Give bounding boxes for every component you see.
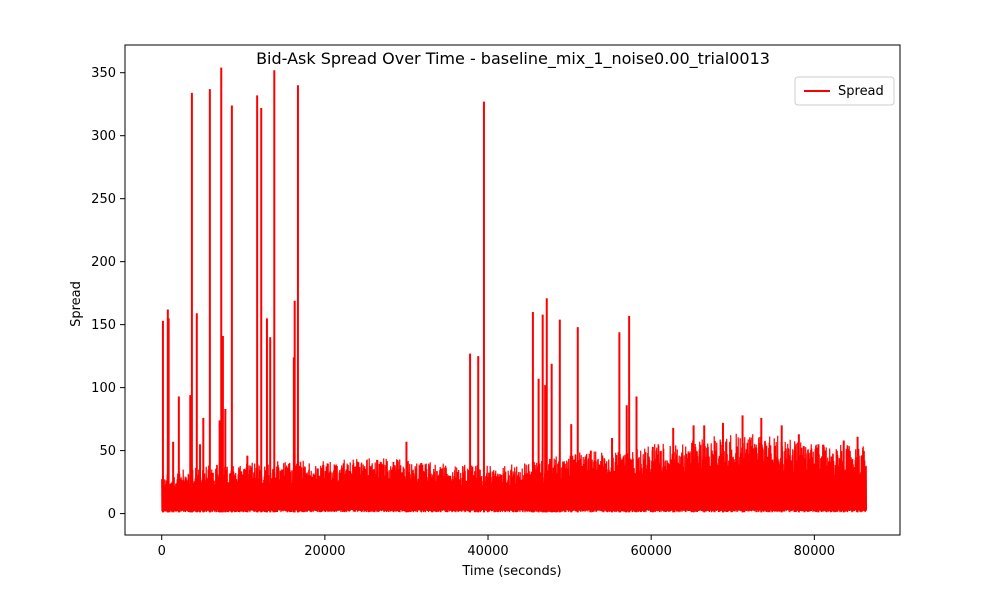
y-tick-label: 300 (91, 129, 116, 144)
legend: Spread (794, 76, 895, 106)
plot-frame (124, 44, 901, 536)
y-tick-label: 350 (91, 66, 116, 81)
x-axis-label: Time (seconds) (461, 564, 561, 579)
x-tick-label: 0 (158, 544, 166, 559)
y-tick-label: 100 (91, 381, 116, 396)
y-axis-label: Spread (69, 281, 84, 327)
x-tick-label: 20000 (304, 544, 345, 559)
x-axis: 0 20000 40000 60000 80000 (158, 535, 835, 559)
y-axis: 0 50 100 150 200 250 300 350 (91, 66, 125, 522)
chart-title: Bid-Ask Spread Over Time - baseline_mix_… (256, 49, 770, 69)
x-tick-label: 80000 (794, 544, 835, 559)
x-tick-label: 40000 (467, 544, 508, 559)
legend-label: Spread (838, 84, 884, 99)
y-tick-label: 250 (91, 192, 116, 207)
y-tick-label: 200 (91, 255, 116, 270)
y-tick-label: 150 (91, 318, 116, 333)
y-tick-label: 50 (99, 444, 116, 459)
legend-box (794, 76, 895, 106)
series-layer (161, 67, 868, 513)
y-tick-label: 0 (108, 507, 116, 522)
spread-series-line (161, 433, 868, 513)
x-tick-label: 60000 (631, 544, 672, 559)
